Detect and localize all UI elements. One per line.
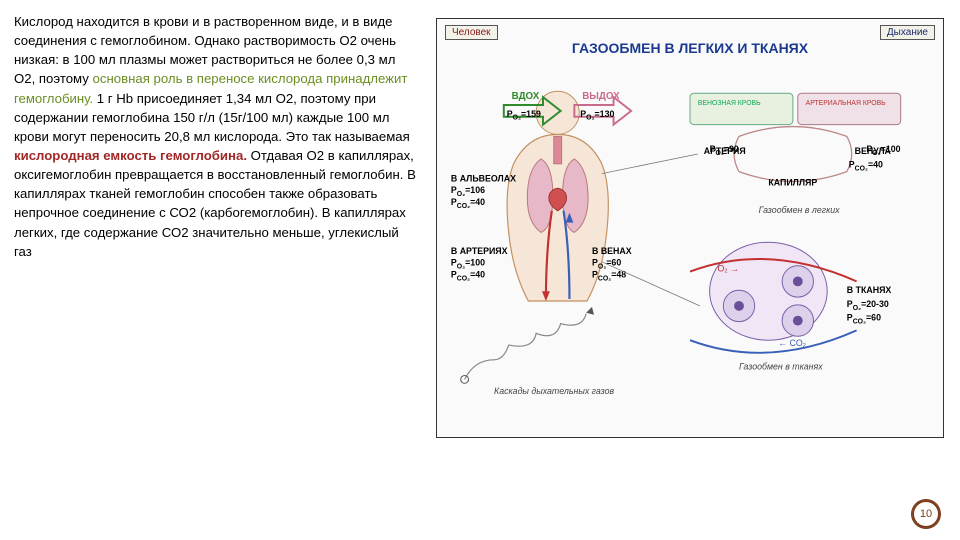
svg-text:PO₂=159: PO₂=159 [507, 109, 541, 122]
para-red: кислородная емкость гемоглобина. [14, 148, 247, 163]
chart-body: ВДОХ ВЫДОХ PO₂=159 PO₂=130 ВЕНОЗНАЯ КРОВ… [445, 62, 935, 442]
chart-frame: Человек Дыхание ГАЗООБМЕН В ЛЕГКИХ И ТКА… [436, 18, 944, 438]
blood-flow-top: ВЕНОЗНАЯ КРОВЬ АРТЕРИАЛЬНАЯ КРОВЬ АРТЕРИ… [690, 93, 901, 215]
svg-text:В АРТЕРИЯХ: В АРТЕРИЯХ [451, 246, 508, 256]
tissue-exchange: O₂ → ← CO₂ В ТКАНЯХ PO₂=20-30 PCO₂=60 Га… [690, 242, 891, 371]
svg-text:PCO₂=40: PCO₂=40 [451, 197, 485, 210]
svg-text:В АЛЬВЕОЛАХ: В АЛЬВЕОЛАХ [451, 173, 516, 183]
para-5: Отдавая О2 в капиллярах, оксигемоглобин … [14, 148, 416, 259]
svg-text:АРТЕРИАЛЬНАЯ КРОВЬ: АРТЕРИАЛЬНАЯ КРОВЬ [806, 100, 887, 107]
svg-text:В ТКАНЯХ: В ТКАНЯХ [847, 285, 892, 295]
tab-left: Человек [445, 25, 498, 40]
svg-text:PCO₂=48: PCO₂=48 [592, 269, 626, 282]
vdoh-label: ВДОХ [512, 91, 540, 102]
svg-text:PCO₂=60: PCO₂=60 [847, 313, 881, 326]
caption-lungs: Газообмен в легких [759, 205, 841, 215]
figure-panel: Человек Дыхание ГАЗООБМЕН В ЛЕГКИХ И ТКА… [430, 0, 960, 540]
svg-text:PO₂=20-30: PO₂=20-30 [847, 299, 889, 312]
vydoh-label: ВЫДОХ [582, 91, 620, 102]
tab-right: Дыхание [880, 25, 935, 40]
svg-text:В ВЕНАХ: В ВЕНАХ [592, 246, 632, 256]
svg-text:PCO₂=40: PCO₂=40 [849, 160, 883, 173]
svg-text:PO₂=130: PO₂=130 [580, 109, 614, 122]
svg-text:ВЕНОЗНАЯ КРОВЬ: ВЕНОЗНАЯ КРОВЬ [698, 100, 761, 107]
caption-cascade: Каскады дыхательных газов [494, 386, 615, 396]
svg-text:PCO₂=40: PCO₂=40 [451, 269, 485, 282]
cascade: Каскады дыхательных газов [461, 307, 615, 396]
caption-tissue: Газообмен в тканях [739, 362, 823, 372]
svg-text:КАПИЛЛЯР: КАПИЛЛЯР [768, 177, 817, 187]
svg-text:O₂ →: O₂ → [717, 264, 739, 274]
page-number: 10 [912, 500, 940, 528]
text-column: Кислород находится в крови и в растворен… [0, 0, 430, 540]
svg-text:← CO₂: ← CO₂ [778, 338, 806, 348]
chart-title: ГАЗООБМЕН В ЛЕГКИХ И ТКАНЯХ [445, 40, 935, 56]
diagram-svg: ВДОХ ВЫДОХ PO₂=159 PO₂=130 ВЕНОЗНАЯ КРОВ… [445, 62, 935, 442]
